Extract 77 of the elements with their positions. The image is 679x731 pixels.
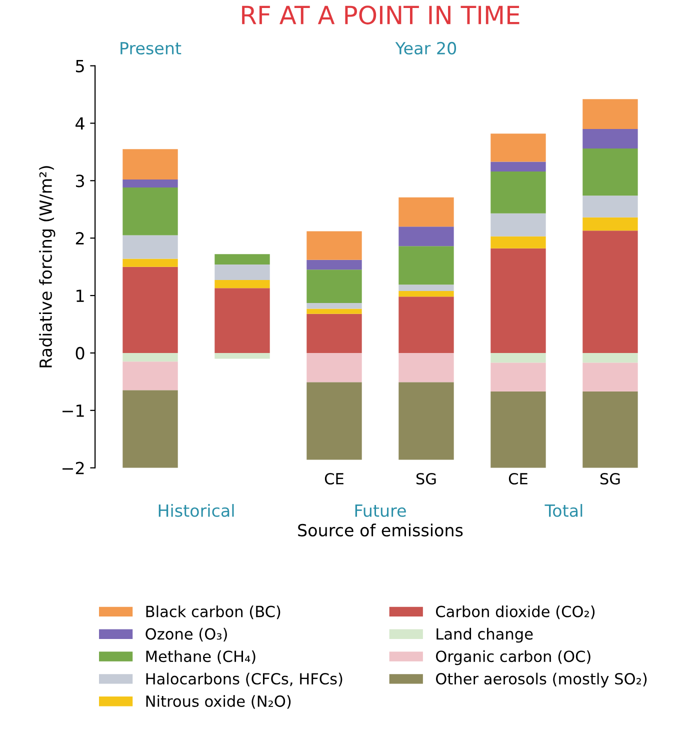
x-tick-label: CE bbox=[508, 472, 528, 485]
legend-label: Halocarbons (CFCs, HFCs) bbox=[146, 672, 342, 686]
legend-label: Nitrous oxide (N₂O) bbox=[146, 695, 291, 709]
bar bbox=[582, 362, 638, 392]
bar bbox=[398, 296, 454, 353]
bar bbox=[398, 197, 454, 227]
bar bbox=[122, 180, 178, 188]
bar bbox=[122, 235, 178, 259]
bar bbox=[306, 352, 362, 382]
bar bbox=[122, 258, 178, 267]
bar bbox=[398, 246, 454, 285]
legend-label: Methane (CH₄) bbox=[146, 650, 256, 664]
bar bbox=[398, 382, 454, 460]
text: Historical bbox=[158, 504, 234, 517]
bar bbox=[214, 254, 270, 265]
bar bbox=[490, 352, 546, 363]
bar bbox=[122, 352, 178, 362]
text: Future bbox=[355, 504, 406, 517]
bar bbox=[122, 149, 178, 180]
y-tick-label: −1 bbox=[62, 404, 84, 417]
bar bbox=[490, 362, 546, 392]
bar bbox=[306, 303, 362, 309]
bar bbox=[306, 260, 362, 270]
y-tick-label: 3 bbox=[76, 174, 84, 188]
legend-label: Organic carbon (OC) bbox=[436, 650, 590, 666]
bar bbox=[398, 352, 454, 382]
y-tick-label: 4 bbox=[76, 117, 84, 130]
bar bbox=[122, 266, 178, 353]
bar bbox=[214, 280, 270, 288]
bar bbox=[490, 134, 546, 162]
x-tick-label: SG bbox=[600, 472, 620, 485]
y-tick-label: 5 bbox=[76, 60, 84, 72]
bar bbox=[582, 196, 638, 218]
text: Year 20 bbox=[395, 42, 456, 55]
bar bbox=[490, 213, 546, 236]
y-tick-label: −2 bbox=[62, 462, 84, 474]
bar bbox=[398, 284, 454, 291]
bar bbox=[398, 290, 454, 297]
bar bbox=[306, 382, 362, 460]
legend-label: Ozone (O₃) bbox=[146, 628, 227, 642]
chart-title: RF AT A POINT IN TIME bbox=[242, 6, 520, 24]
x-axis-title: Source of emissions bbox=[298, 524, 463, 536]
bar bbox=[306, 231, 362, 260]
y-tick-label: 0 bbox=[76, 346, 84, 360]
bar bbox=[122, 362, 178, 390]
bar bbox=[582, 148, 638, 196]
legend-label: Carbon dioxide (CO₂) bbox=[436, 605, 595, 620]
bar bbox=[582, 217, 638, 231]
bar bbox=[122, 390, 178, 468]
bar bbox=[582, 391, 638, 468]
text: Total bbox=[544, 504, 582, 517]
bar bbox=[490, 162, 546, 172]
bar bbox=[490, 236, 546, 248]
bar bbox=[214, 288, 270, 353]
y-tick-label: 1 bbox=[76, 290, 84, 302]
bar bbox=[122, 188, 178, 236]
bar bbox=[582, 99, 638, 129]
y-tick-label: 2 bbox=[76, 232, 84, 244]
bar bbox=[214, 264, 270, 280]
bar bbox=[582, 230, 638, 353]
bar bbox=[582, 352, 638, 363]
bar bbox=[306, 308, 362, 314]
x-tick-label: CE bbox=[324, 472, 344, 485]
bar bbox=[306, 270, 362, 303]
text: Present bbox=[120, 42, 182, 55]
legend-label: Black carbon (BC) bbox=[146, 605, 280, 620]
bar bbox=[306, 314, 362, 353]
bar bbox=[214, 352, 270, 359]
y-axis-title: Radiative forcing (W/m²) bbox=[39, 166, 56, 368]
bar bbox=[582, 128, 638, 148]
x-tick-label: SG bbox=[416, 472, 436, 485]
legend-label: Other aerosols (mostly SO₂) bbox=[436, 672, 647, 688]
bar bbox=[490, 171, 546, 214]
bar bbox=[398, 226, 454, 246]
bar bbox=[490, 248, 546, 353]
bar bbox=[490, 391, 546, 468]
legend-label: Land change bbox=[436, 628, 533, 643]
